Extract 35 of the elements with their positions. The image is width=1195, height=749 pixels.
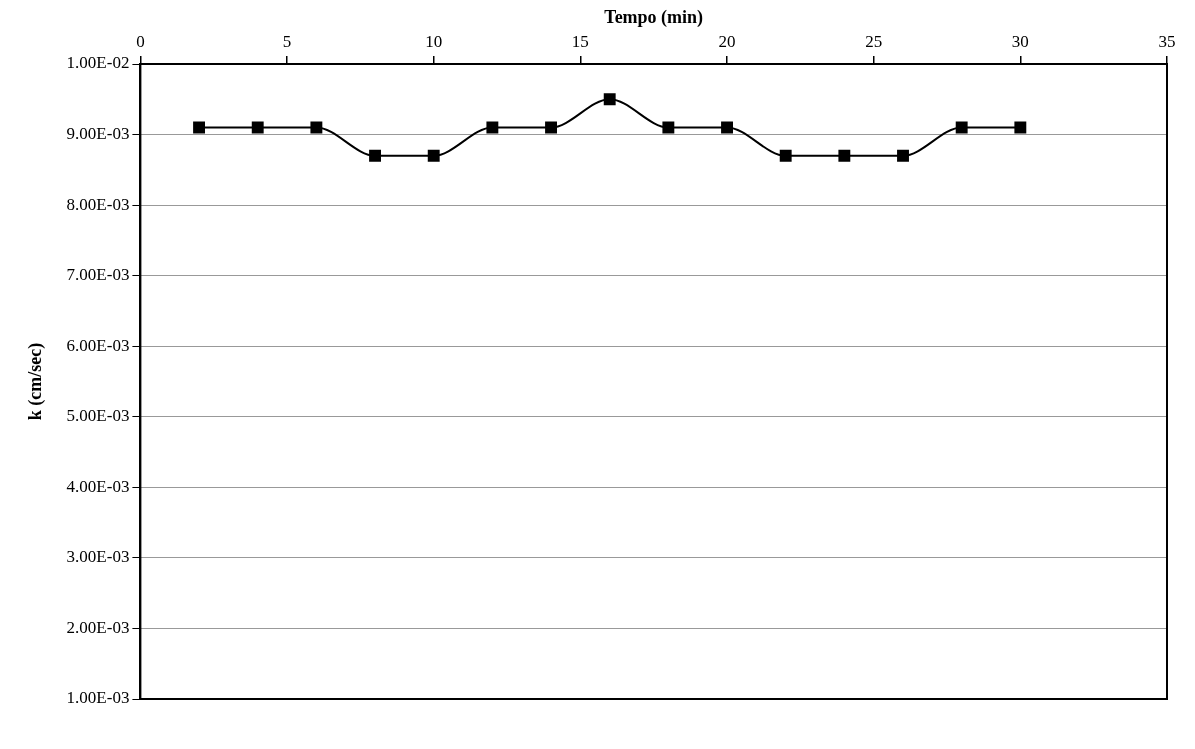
y-tick-label: 7.00E-03 [66,265,130,285]
point [721,121,733,134]
point [662,121,675,134]
point [603,93,616,106]
y-tick-label: 1.00E-02 [66,53,130,73]
x-tick-label: 35 [1158,32,1176,52]
point [486,121,499,134]
point [310,121,323,134]
point [955,121,968,134]
x-tick-label: 10 [425,32,443,52]
point [779,149,792,162]
point [1014,121,1027,134]
y-tick-label: 9.00E-03 [66,124,130,144]
point [897,149,909,162]
point [545,121,557,134]
x-tick-label: 25 [865,32,883,52]
y-tick-label: 2.00E-03 [66,617,130,637]
x-tick-label: 5 [282,32,292,52]
point [193,121,206,134]
y-tick-label: 1.00E-03 [66,688,130,708]
point [369,149,381,162]
y-tick-label: 6.00E-03 [66,335,130,355]
x-tick-label: 20 [718,32,736,52]
y-tick-label: 4.00E-03 [66,476,130,496]
y-tick-label: 8.00E-03 [66,194,130,214]
x-axis-title: Tempo (min) [604,7,704,29]
y-tick-label: 3.00E-03 [66,547,130,567]
y-axis-title: k (cm/sec) [25,342,47,421]
point [427,149,440,162]
y-tick-label: 5.00E-03 [66,406,130,426]
point [251,121,264,134]
x-tick-label: 15 [571,32,589,52]
x-tick-label: 0 [136,32,145,52]
x-tick-label: 30 [1011,32,1029,52]
point [838,149,851,162]
